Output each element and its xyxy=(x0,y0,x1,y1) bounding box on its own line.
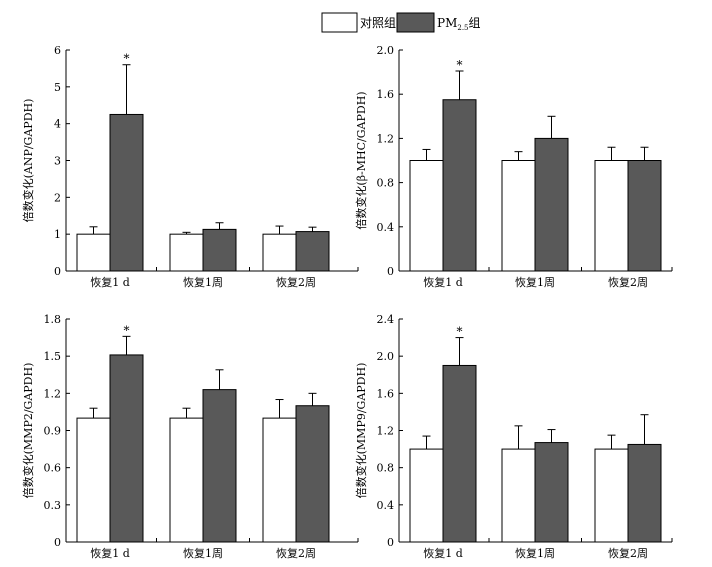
y-axis-title: 倍数变化(ANP/GAPDH) xyxy=(21,99,35,223)
bar-control xyxy=(409,160,444,272)
y-tick-label: 1.5 xyxy=(44,350,62,363)
y-tick-label: 1.6 xyxy=(377,387,395,400)
legend-pm-label-main: PM xyxy=(437,16,457,30)
bar-control xyxy=(76,417,111,543)
legend-pm-label-suffix: 组 xyxy=(469,16,481,30)
y-tick-label: 0 xyxy=(387,536,394,549)
bar-pm25 xyxy=(442,364,477,543)
y-tick-label: 1.8 xyxy=(44,313,62,326)
bar-control xyxy=(262,417,297,543)
significance-marker: * xyxy=(457,325,463,339)
y-tick-label: 4 xyxy=(54,118,61,131)
y-tick-label: 0.4 xyxy=(377,221,395,234)
y-tick-label: 1.2 xyxy=(44,387,62,400)
y-axis-title: 倍数变化(MMP2/GAPDH) xyxy=(21,363,35,499)
x-tick-label: 恢复1 d xyxy=(423,546,463,560)
bar-control xyxy=(76,233,111,272)
bar-pm25 xyxy=(442,99,477,272)
bar-control xyxy=(262,233,297,272)
bar-pm25 xyxy=(109,113,144,272)
y-tick-label: 5 xyxy=(54,81,61,94)
y-tick-label: 0 xyxy=(54,536,61,549)
bar-pm25 xyxy=(295,405,330,543)
bar-pm25 xyxy=(534,442,569,543)
y-tick-label: 2.4 xyxy=(377,313,395,326)
x-tick-label: 恢复2周 xyxy=(608,275,648,289)
y-tick-label: 2 xyxy=(54,191,61,204)
legend-pm-label-sub: 2.5 xyxy=(457,24,468,32)
significance-marker: * xyxy=(457,58,463,72)
significance-marker: * xyxy=(124,52,130,66)
y-tick-label: 0.8 xyxy=(377,177,395,190)
y-tick-label: 0.8 xyxy=(377,462,395,475)
y-tick-label: 0.9 xyxy=(44,425,62,438)
legend-pm-swatch xyxy=(396,12,435,33)
y-tick-label: 3 xyxy=(54,155,61,168)
bar-control xyxy=(594,160,629,272)
y-tick-label: 1.2 xyxy=(377,425,395,438)
y-tick-label: 1.6 xyxy=(377,88,395,101)
bar-pm25 xyxy=(202,228,237,272)
panel-mmp2: 0 0.3 0.6 0.9 1.2 1.5 1.8 恢复1 d 恢复1周 恢复2周 倍数变化(MMP… xyxy=(21,313,359,560)
x-tick-label: 恢复1周 xyxy=(515,275,555,289)
bar-control xyxy=(169,417,204,543)
bar-control xyxy=(169,233,204,272)
legend-pm-label: PM2.5组 xyxy=(437,16,481,32)
x-tick-label: 恢复1周 xyxy=(183,275,223,289)
bar-control xyxy=(409,448,444,543)
legend-control-label: 对照组 xyxy=(360,16,396,30)
bar-pm25 xyxy=(627,443,662,543)
bar-pm25 xyxy=(534,137,569,272)
bar-control xyxy=(501,448,536,543)
significance-marker: * xyxy=(124,323,130,337)
y-tick-label: 1 xyxy=(54,228,61,241)
y-tick-label: 0 xyxy=(387,265,394,278)
bar-pm25 xyxy=(202,389,237,543)
x-tick-label: 恢复1 d xyxy=(90,275,130,289)
x-tick-label: 恢复1 d xyxy=(423,275,463,289)
x-tick-label: 恢复1周 xyxy=(515,546,555,560)
legend: 对照组 PM2.5组 xyxy=(321,12,481,33)
x-tick-label: 恢复2周 xyxy=(608,546,648,560)
y-axis-title: 倍数变化(β-MHC/GAPDH) xyxy=(354,91,368,229)
y-tick-label: 0.6 xyxy=(44,462,62,475)
y-tick-label: 0.3 xyxy=(44,499,62,512)
x-tick-label: 恢复2周 xyxy=(276,546,316,560)
y-tick-label: 0.4 xyxy=(377,499,395,512)
x-tick-label: 恢复2周 xyxy=(276,275,316,289)
panel-beta-mhc: 0 0.4 0.8 1.2 1.6 2.0 恢复1 d 恢复1周 恢复2周 倍数变化(β-MHC/… xyxy=(354,44,673,289)
x-tick-label: 恢复1周 xyxy=(183,546,223,560)
panel-mmp9: 0 0.4 0.8 1.2 1.6 2.0 2.4 恢复1 d 恢复1周 恢复2周 倍数变化(MMP… xyxy=(354,313,673,560)
x-tick-label: 恢复1 d xyxy=(90,546,130,560)
bar-pm25 xyxy=(627,160,662,272)
bar-pm25 xyxy=(295,231,330,272)
panel-anp: 0 1 2 3 4 5 6 恢复1 d 恢复1周 恢复2周 倍数变化(ANP/GAPDH) * xyxy=(21,44,359,289)
y-tick-label: 1.2 xyxy=(377,132,395,145)
bar-control xyxy=(594,448,629,543)
y-tick-label: 2.0 xyxy=(377,44,395,57)
legend-control-swatch xyxy=(321,12,358,33)
y-tick-label: 2.0 xyxy=(377,350,395,363)
y-axis-title: 倍数变化(MMP9/GAPDH) xyxy=(354,363,368,499)
y-tick-label: 6 xyxy=(54,44,61,57)
bar-pm25 xyxy=(109,354,144,543)
y-tick-label: 0 xyxy=(54,265,61,278)
bar-control xyxy=(501,160,536,272)
